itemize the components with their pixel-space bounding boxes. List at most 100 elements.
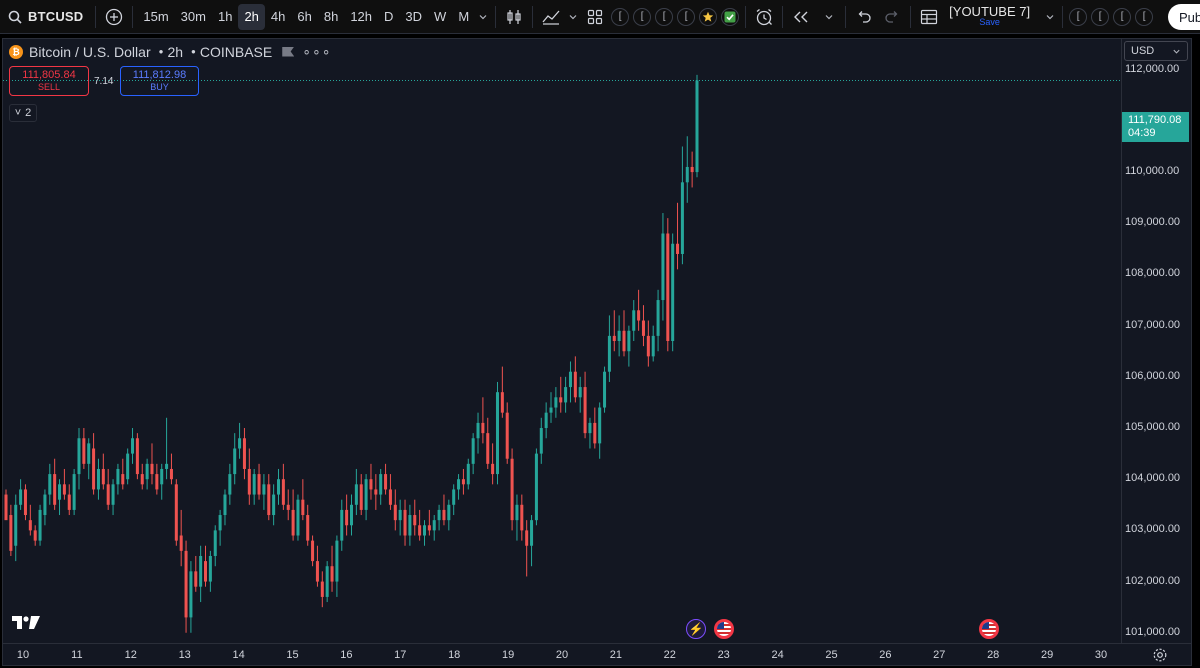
redo-button[interactable] (878, 4, 906, 30)
buy-button[interactable]: 111,812.98 BUY (120, 66, 199, 96)
interval-1h[interactable]: 1h (217, 9, 233, 24)
alert-button[interactable] (750, 4, 778, 30)
ai-event-icon[interactable]: ⚡ (686, 619, 706, 639)
candle-body (622, 330, 626, 352)
time-tick-label: 15 (286, 649, 299, 661)
flag-icon[interactable] (282, 46, 295, 57)
undo-icon (858, 10, 871, 23)
candle-body (676, 243, 680, 254)
publish-button[interactable]: Pub (1168, 4, 1200, 30)
symbol-search[interactable]: BTCUSD (0, 0, 91, 33)
candle-body (588, 422, 592, 434)
candle-body (311, 540, 315, 562)
candle-body (403, 509, 407, 536)
interval-w[interactable]: W (434, 9, 447, 24)
price-tick-label: 106,000.00 (1125, 369, 1181, 382)
interval-4h[interactable]: 4h (270, 9, 286, 24)
layout-button[interactable] (915, 4, 943, 30)
candle-body (58, 484, 62, 500)
favorite-pill[interactable]: [ (655, 7, 674, 26)
time-tick-label: 26 (879, 649, 892, 661)
time-tick-label: 16 (340, 649, 353, 661)
indicators-icon (542, 10, 560, 25)
interval-m[interactable]: M (458, 9, 470, 24)
candlestick-chart[interactable] (3, 39, 1121, 643)
favorite-pill[interactable]: [ (633, 7, 652, 26)
candle-body (131, 438, 135, 454)
interval-6h[interactable]: 6h (297, 9, 312, 24)
candle-body (155, 474, 159, 490)
candle-body (276, 479, 281, 495)
candle-body (695, 80, 699, 173)
bitcoin-logo-icon: ₿ (9, 44, 23, 59)
legend-dot: ● (158, 47, 164, 56)
favorite-pill[interactable]: [ (1113, 7, 1132, 26)
interval-8h[interactable]: 8h (323, 9, 339, 24)
candle-body (510, 458, 514, 521)
candle-body (408, 515, 412, 536)
interval-d[interactable]: D (384, 9, 394, 24)
interval-2h[interactable]: 2h (238, 3, 265, 30)
candle-body (539, 428, 543, 454)
replay-button[interactable] (787, 4, 815, 30)
candle-body (330, 566, 334, 582)
candle-body (554, 397, 558, 408)
candle-body (267, 484, 271, 516)
rewind-icon (794, 11, 808, 22)
favorite-pill[interactable]: [ (611, 7, 630, 26)
chevron-down-icon (1046, 14, 1054, 19)
favorite-pill[interactable]: [ (1091, 7, 1110, 26)
more-options-icon[interactable]: ∘∘∘ (302, 43, 332, 59)
candle-body (325, 566, 329, 597)
candle-body (233, 448, 237, 475)
indicators-button[interactable] (537, 4, 565, 30)
candle-body (520, 504, 524, 531)
interval-30m[interactable]: 30m (180, 9, 206, 24)
candle-body (101, 468, 105, 485)
layout-dropdown[interactable] (1042, 12, 1058, 22)
replay-dropdown[interactable] (821, 12, 837, 22)
divider (495, 5, 497, 28)
compare-symbol-button[interactable] (100, 4, 128, 30)
candle-body (238, 438, 242, 449)
price-axis[interactable] (1121, 39, 1191, 643)
favorite-pill[interactable]: [ (1069, 7, 1088, 26)
check-pill[interactable] (721, 7, 740, 26)
chart-panel[interactable]: ₿ Bitcoin / U.S. Dollar ● 2h ● COINBASE … (2, 38, 1192, 666)
candle-body (174, 484, 178, 541)
chart-type-button[interactable] (500, 4, 528, 30)
candle-body (471, 438, 475, 464)
interval-15m[interactable]: 15m (143, 9, 169, 24)
time-tick-label: 29 (1040, 649, 1054, 661)
settings-icon[interactable] (1152, 647, 1168, 663)
templates-button[interactable] (581, 4, 609, 30)
currency-selector[interactable]: USD (1124, 41, 1188, 61)
us-flag-event-icon[interactable] (979, 619, 999, 639)
favorite-pill[interactable]: [ (677, 7, 696, 26)
sell-button[interactable]: 111,805.84 SELL (9, 66, 89, 96)
indicators-dropdown[interactable] (565, 12, 581, 22)
layout-name-button[interactable]: [YOUTUBE 7] Save (943, 5, 1036, 28)
divider (910, 5, 912, 28)
candle-body (578, 387, 582, 398)
interval-3d[interactable]: 3D (405, 9, 423, 24)
buy-price: 111,812.98 (132, 69, 187, 81)
layout-save-link[interactable]: Save (979, 16, 1000, 27)
candle-body (627, 330, 631, 352)
undo-button[interactable] (850, 4, 878, 30)
interval-dropdown[interactable] (475, 12, 491, 22)
indicators-collapse-button[interactable]: ˅ 2 (9, 104, 37, 122)
candle-body (82, 438, 86, 464)
time-axis[interactable] (3, 643, 1191, 665)
candle-body (111, 484, 115, 505)
candle-body (179, 535, 183, 551)
star-pill[interactable] (699, 7, 718, 26)
time-tick-label: 23 (717, 649, 730, 661)
candle-body (573, 371, 577, 398)
favorite-pill[interactable]: [ (1135, 7, 1154, 26)
symbol-legend[interactable]: ₿ Bitcoin / U.S. Dollar ● 2h ● COINBASE … (9, 43, 332, 60)
tradingview-logo-icon[interactable] (11, 613, 41, 631)
interval-12h[interactable]: 12h (350, 9, 373, 24)
candle-body (135, 438, 139, 475)
us-flag-event-icon[interactable] (714, 619, 734, 639)
